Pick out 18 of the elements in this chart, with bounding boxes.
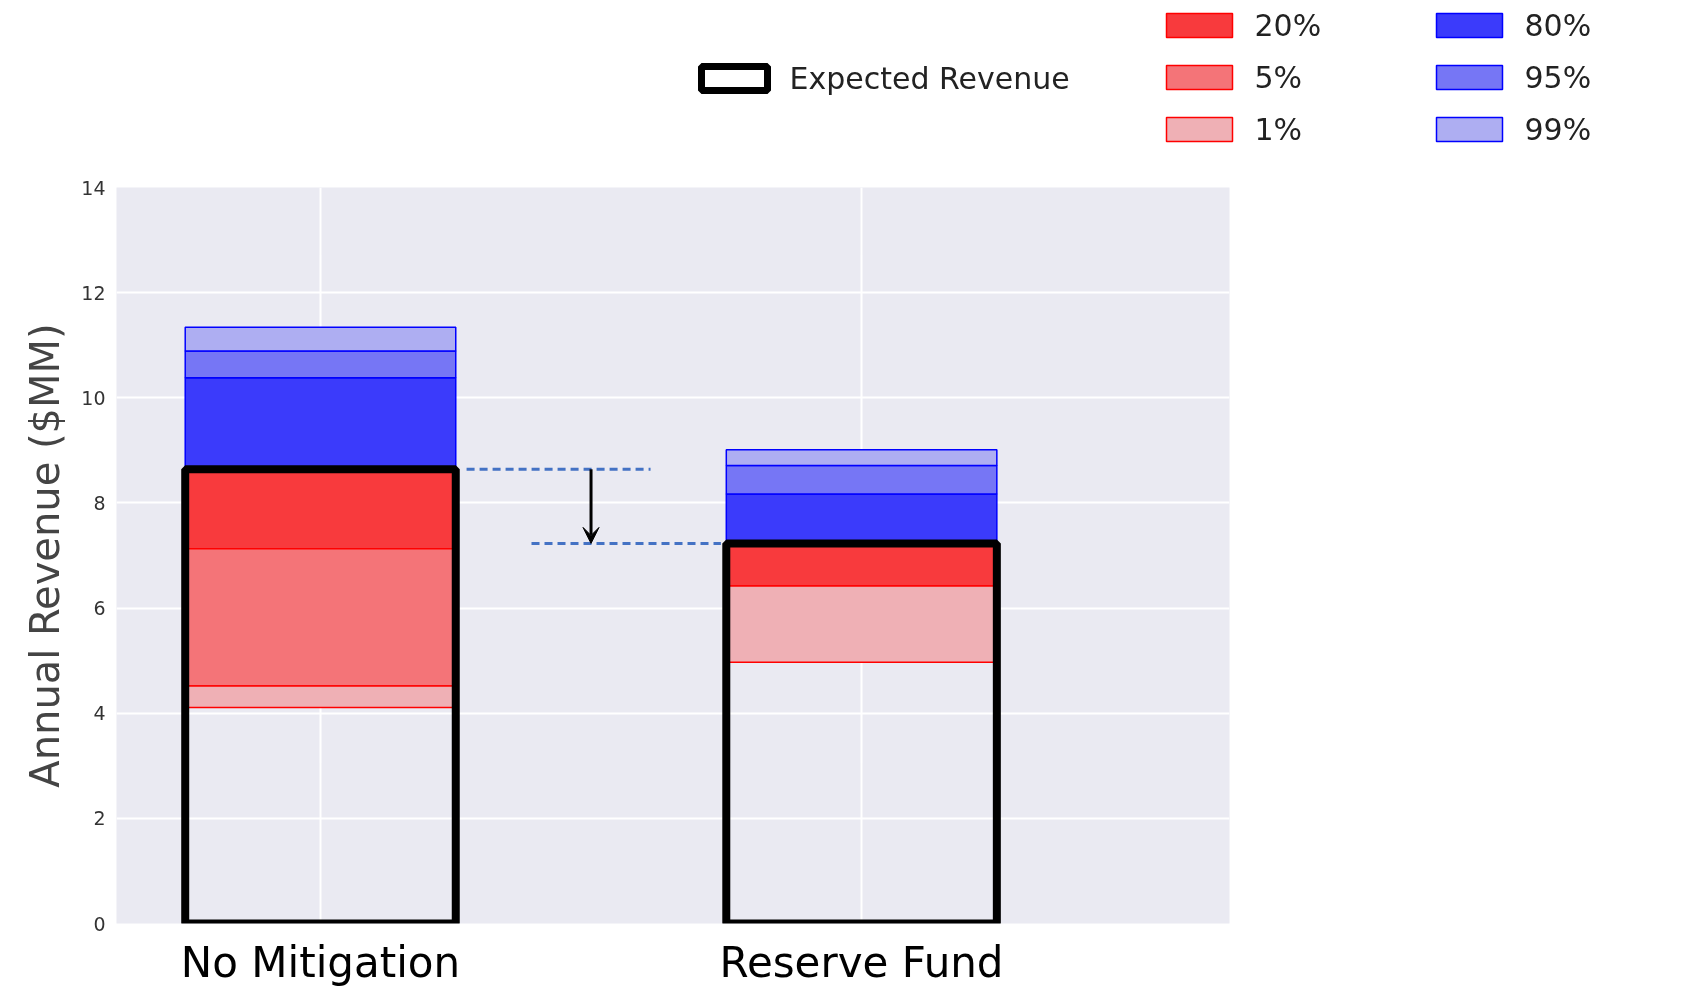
legend-label: 99% xyxy=(1524,112,1592,147)
x-tick-label: No Mitigation xyxy=(180,937,461,987)
y-tick-label: 8 xyxy=(93,491,106,514)
y-tick-label: 12 xyxy=(81,281,106,304)
y-tick-label: 0 xyxy=(93,912,106,935)
y-tick-label: 6 xyxy=(93,597,106,620)
legend-label: 80% xyxy=(1524,8,1592,43)
legend-label: 20% xyxy=(1254,8,1322,43)
legend-label: Expected Revenue xyxy=(789,61,1070,96)
y-tick-label: 4 xyxy=(93,702,106,725)
y-tick-label: 10 xyxy=(81,386,106,409)
y-tick-label: 2 xyxy=(93,807,106,830)
legend-label: 1% xyxy=(1254,112,1303,147)
legend-label: 5% xyxy=(1254,60,1303,95)
legend-label: 95% xyxy=(1524,60,1592,95)
x-tick-label: Reserve Fund xyxy=(719,937,1004,987)
y-axis-title: Annual Revenue ($MM) xyxy=(22,323,69,788)
y-tick-label: 14 xyxy=(81,176,106,199)
